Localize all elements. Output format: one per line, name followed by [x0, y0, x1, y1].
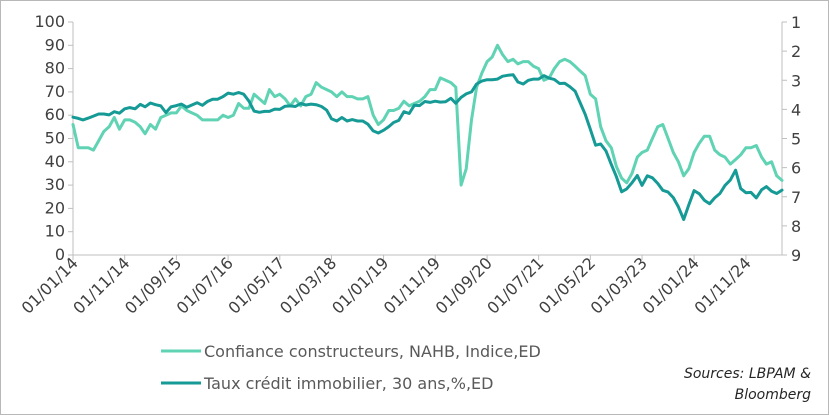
y2-tick-label: 2 [791, 42, 801, 61]
series-line-confiance [71, 43, 784, 187]
y-tick-label: 0 [55, 245, 65, 264]
y2-tick-label: 6 [791, 159, 801, 178]
legend: Confiance constructeurs, NAHB, Indice,ED… [161, 342, 541, 393]
y2-tick-label: 4 [791, 100, 801, 119]
x-tick-label: 01/11/24 [691, 253, 755, 317]
y-tick-label: 90 [45, 35, 65, 54]
y2-tick-label: 9 [791, 246, 801, 265]
y-tick-label: 30 [45, 175, 65, 194]
y-tick-label: 100 [34, 12, 65, 31]
y-tick-label: 10 [45, 222, 65, 241]
series-line-taux [71, 73, 784, 221]
y-tick-label: 80 [45, 59, 65, 78]
y-tick-label: 40 [45, 152, 65, 171]
source-note: Sources: LBPAM & Bloomberg [684, 366, 811, 403]
y2-tick-label: 1 [791, 13, 801, 32]
source-line-2: Bloomberg [735, 387, 812, 403]
legend-label-confiance: Confiance constructeurs, NAHB, Indice,ED [204, 342, 541, 361]
y2-tick-label: 8 [791, 217, 801, 236]
legend-label-taux: Taux crédit immobilier, 30 ans,%,ED [203, 374, 493, 393]
y-tick-label: 20 [45, 198, 65, 217]
y2-tick-label: 7 [791, 188, 801, 207]
series-layer [71, 43, 784, 221]
y-tick-label: 60 [45, 105, 65, 124]
y-tick-label: 70 [45, 82, 65, 101]
y2-tick-label: 5 [791, 130, 801, 149]
source-line-1: Sources: LBPAM & [684, 366, 811, 382]
y2-tick-label: 3 [791, 71, 801, 90]
y-tick-label: 50 [45, 129, 65, 148]
